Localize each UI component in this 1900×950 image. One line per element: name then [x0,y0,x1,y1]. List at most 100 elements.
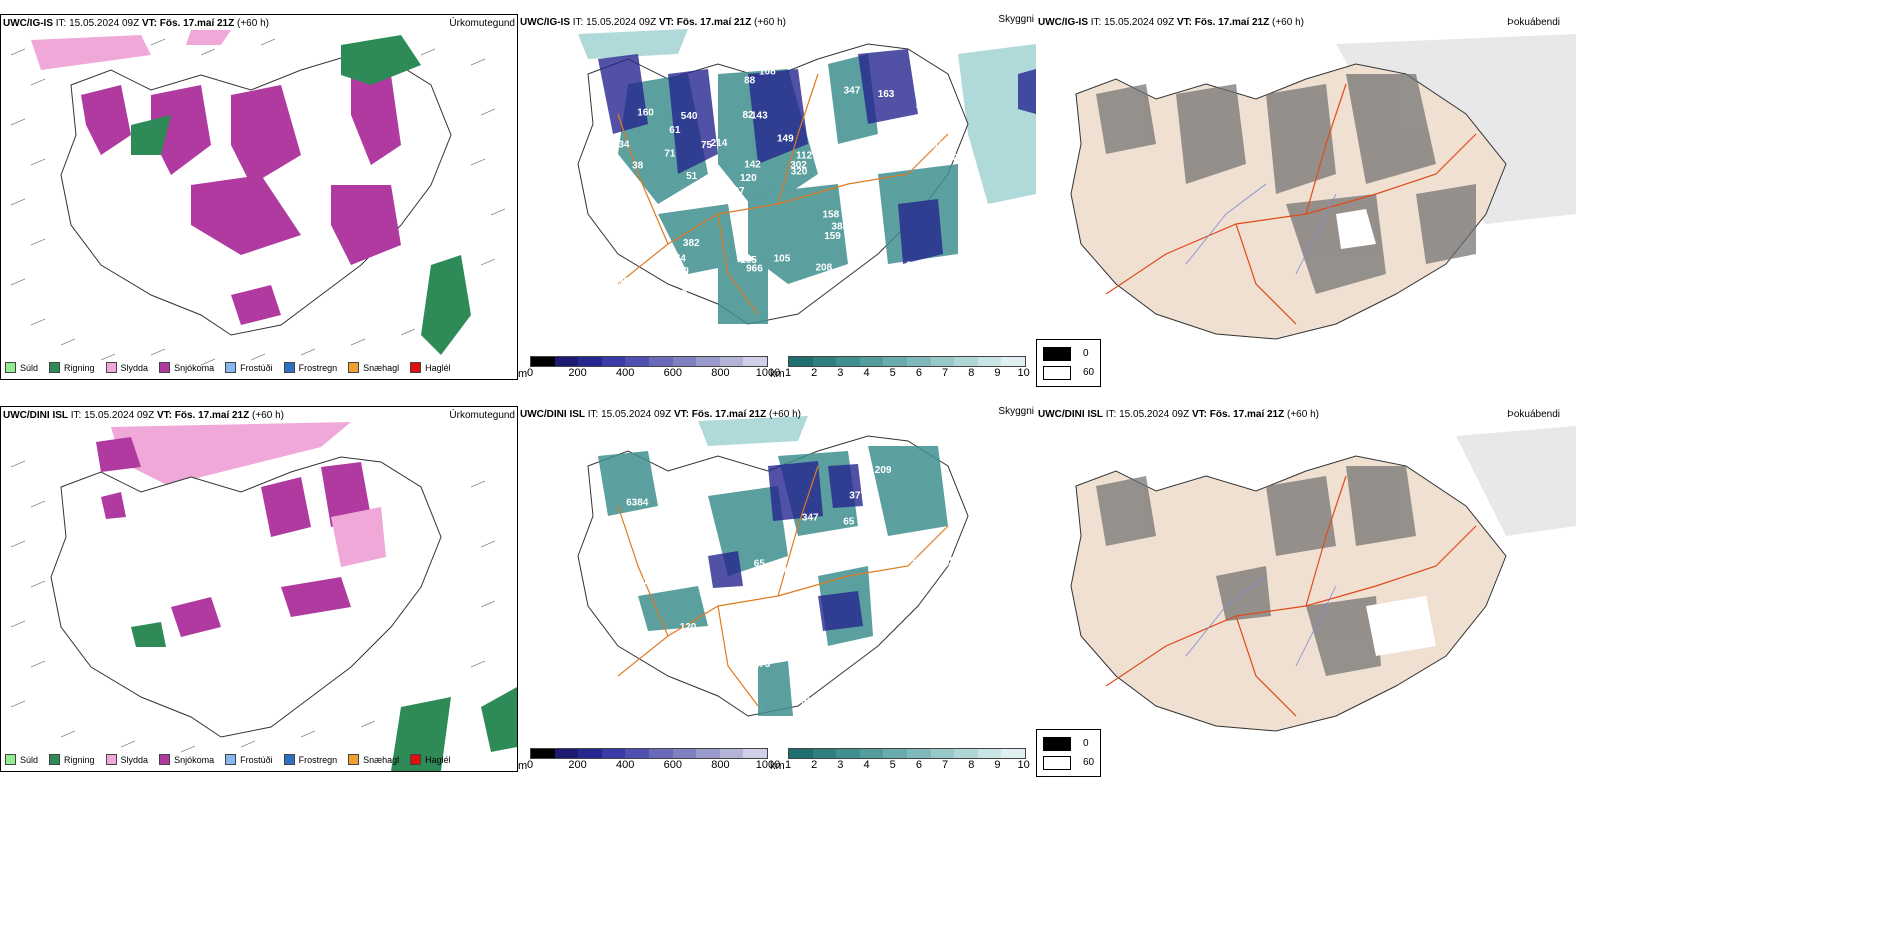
legend-item: Frostúði [225,362,273,373]
visibility-value: 78 [638,685,650,696]
colorbar-m [530,356,768,367]
fog-legend-top: 0 60 [1036,339,1102,387]
fog-gray [1096,74,1476,294]
roads [1105,475,1477,717]
fog-swatch [1043,755,1071,770]
roads [1105,83,1477,325]
visibility-value: 143 [751,111,768,122]
teal-haze [958,44,1036,204]
visibility-labels: 1153771371117715863846594347867863889920… [614,461,955,707]
visibility-value: 61 [669,125,681,136]
unit-m: m [518,760,528,772]
legend-swatch [105,362,117,373]
visibility-value: 65 [754,558,766,569]
sleet-band [111,422,351,487]
visibility-labels: 197 38 212 97 126 70 82 149 189 214 99 130 143 112 154… [613,67,965,315]
visibility-value: 214 [711,138,728,149]
visibility-value: 383 [831,222,848,233]
visibility-value: 347 [844,86,861,97]
fog-map-top [1070,34,1576,340]
precip-type-panel-bottom: UWC/DINI ISL IT: 15.05.2024 09Z VT: Fös.… [0,406,518,772]
visibility-value: 142 [744,159,761,170]
visibility-value: 126 [819,121,836,132]
visibility-value: 150 [916,132,933,143]
fog-map-bottom [1070,426,1576,732]
visibility-value: 93 [857,544,869,555]
visibility-value: 275 [754,659,771,670]
visibility-value: 112 [796,150,813,161]
blue-areas [708,461,863,631]
panel-header: UWC/DINI ISL IT: 15.05.2024 09Z VT: Fös.… [520,409,801,420]
unit-km: km [770,760,785,772]
legend-swatch [159,362,171,373]
visibility-value: 212 [916,99,933,110]
colorbar-km-ticks: 1 2 3 4 5 6 7 8 9 10 [784,759,1030,771]
rivers [1185,183,1337,275]
visibility-value: 202 [634,244,651,255]
panel-title: Þokuábendi [1507,409,1560,420]
visibility-value: 51 [686,171,698,182]
colorbar-km-ticks: 1 2 3 4 5 6 7 8 9 10 [784,367,1030,379]
visibility-scale-m: 0 200 400 600 800 1000 [527,356,780,379]
fog-haze [1456,426,1576,536]
precip-legend-top: Súld Rigning Slydda Snjókoma Frostúði Fr… [5,362,451,373]
snow-areas [96,437,371,637]
visibility-scale-km: 1 2 3 4 5 6 7 8 9 10 [784,356,1030,379]
legend-item: Slydda [105,362,148,373]
visibility-value: 118 [911,556,928,567]
visibility-value: 474 [669,253,686,264]
visibility-value: 105 [774,253,791,264]
visibility-scale-km: 1 2 3 4 5 6 7 8 9 10 [784,748,1030,771]
visibility-value: 82 [743,110,755,121]
fog-white [1366,596,1436,656]
visibility-value: 158 [823,209,840,220]
panel-header: UWC/DINI ISL IT: 15.05.2024 09Z VT: Fös.… [3,410,284,421]
visibility-value: 88 [711,587,723,598]
blue-areas [598,49,1036,264]
visibility-value: 119 [845,208,862,219]
visibility-value: 115 [718,461,735,472]
visibility-panel-bottom: 115 377 137 111 77 158 6384 65 94 347 86 78 63 88 99 20… [518,406,1102,777]
legend-item: Rigning [49,754,95,765]
visibility-value: 94 [628,592,640,603]
legend-item: Snjókoma [159,754,214,765]
legend-swatch [348,754,360,765]
rivers [1185,575,1337,667]
panel-title: Úrkomutegund [449,410,515,421]
legend-swatch [410,754,422,765]
legend-swatch [105,754,117,765]
visibility-value: 88 [744,76,756,87]
legend-item: Snjókoma [159,362,214,373]
visibility-value: 91 [943,556,955,567]
legend-item: Slydda [105,754,148,765]
fog-swatch [1043,346,1071,361]
unit-km: km [770,368,785,380]
legend-swatch [348,362,360,373]
visibility-value: 75 [701,140,713,151]
legend-swatch [225,362,237,373]
visibility-value: 38 [632,161,644,172]
visibility-value: 41 [939,91,951,102]
fog-swatch [1043,365,1071,380]
unit-m: m [518,368,528,380]
panel-title: Skyggni [998,406,1034,417]
colorbar-m [530,748,768,759]
visibility-value: 50 [896,118,908,129]
visibility-value: 377 [849,490,866,501]
visibility-value: 163 [878,89,895,100]
legend-swatch [283,754,295,765]
visibility-value: 77 [791,598,803,609]
visibility-value: 108 [759,67,776,78]
visibility-value: 65 [843,516,855,527]
visibility-value: 137 [938,558,955,569]
visibility-value: 189 [643,240,660,251]
visibility-value: 208 [816,263,833,274]
wind-barbs [10,38,506,366]
visibility-value: 158 [652,576,669,587]
legend-swatch [5,362,16,373]
sleet-areas [31,30,231,70]
visibility-value: 199 [933,140,950,151]
visibility-scale-m: 0 200 400 600 800 1000 [527,748,780,771]
visibility-value: 97 [734,186,746,197]
precip-type-panel-top: UWC/IG-IS IT: 15.05.2024 09Z VT: Fös. 17… [0,14,518,380]
